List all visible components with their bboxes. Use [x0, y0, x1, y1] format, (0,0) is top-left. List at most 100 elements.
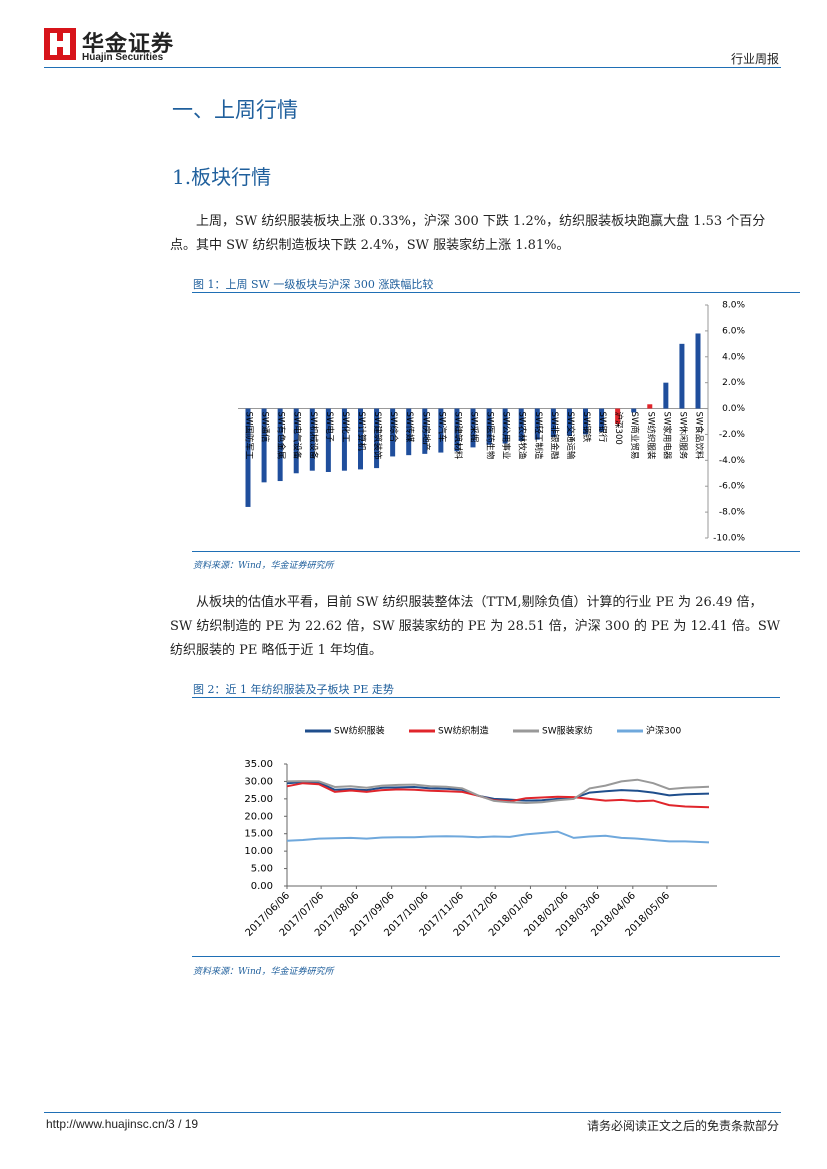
y-tick-label: 0.00 — [251, 881, 273, 892]
bar-chart: 8.0% 6.0% 4.0% 2.0% 0.0% -2.0% -4.0% -6.0% -8.0%… — [238, 301, 746, 544]
x-tick-label: SW建筑材料 — [452, 412, 463, 460]
bar — [406, 408, 412, 456]
y-tick-label: -10.0% — [713, 534, 745, 544]
bar — [599, 408, 605, 432]
bar — [631, 408, 637, 413]
y-tick-label: 15.00 — [244, 829, 273, 840]
bar — [390, 408, 396, 457]
y-tick-label: 35.00 — [244, 759, 273, 770]
bar — [245, 408, 251, 507]
x-tick-label: SW非银金融 — [549, 412, 560, 460]
x-tick-label: SW采掘 — [469, 412, 480, 443]
bar — [454, 408, 460, 452]
report-type: 行业周报 — [730, 52, 779, 66]
x-tick-label: SW交通运输 — [565, 412, 576, 460]
x-tick-label: SW电子 — [324, 412, 335, 443]
x-tick-label: SW商业贸易 — [629, 412, 640, 460]
bar — [341, 408, 347, 471]
y-tick-label: -2.0% — [719, 430, 746, 440]
y-tick-label: 6.0% — [722, 326, 745, 336]
bar — [325, 408, 331, 472]
bar — [309, 408, 315, 471]
x-tick-label: SW轻工制造 — [533, 412, 544, 460]
bar — [647, 404, 653, 409]
bar — [293, 408, 299, 474]
y-tick-label: -6.0% — [719, 482, 746, 492]
y-tick-label: 25.00 — [244, 794, 273, 805]
figure-source: 资料来源：Wind，华金证券研究所 — [193, 561, 334, 571]
line-chart: SW纺织服装 SW纺织制造 SW服装家纺 沪深300 35.00 30.00 25.00 20… — [244, 725, 717, 939]
y-tick-label: -4.0% — [719, 456, 746, 466]
brand-en: Huajin Securities — [82, 52, 164, 63]
y-tick-label: -8.0% — [719, 508, 746, 518]
x-tick-label: SW计算机 — [356, 412, 367, 452]
x-tick-label: SW医药生物 — [485, 412, 496, 460]
section-title: 一、上周行情 — [172, 98, 298, 122]
series-line — [286, 830, 710, 844]
bar — [566, 408, 572, 436]
x-tick-label: SW化工 — [340, 412, 351, 443]
legend-label: SW服装家纺 — [542, 725, 593, 737]
y-tick-label: 4.0% — [722, 352, 745, 362]
y-tick-label: 0.0% — [722, 404, 745, 414]
y-tick-label: 2.0% — [722, 378, 745, 388]
footer-disclaimer: 请务必阅读正文之后的免责条款部分 — [586, 1119, 779, 1133]
bar — [679, 343, 685, 409]
bar — [502, 408, 508, 444]
figure-caption: 图 1：上周 SW 一级板块与沪深 300 涨跌幅比较 — [193, 278, 434, 291]
x-tick-label: SW传媒 — [404, 412, 415, 443]
bar — [277, 408, 283, 482]
bar — [663, 382, 669, 409]
series-line — [286, 778, 710, 805]
bar — [470, 408, 476, 448]
figure-caption: 图 2：近 1 年纺织服装及子板块 PE 走势 — [193, 683, 394, 696]
x-tick-label: SW家用电器 — [661, 412, 672, 460]
x-tick-label: SW房地产 — [420, 412, 431, 451]
bar — [550, 408, 556, 438]
footer-url: http://www.huajinsc.cn/3 / 19 — [46, 1117, 199, 1131]
bar — [374, 408, 380, 469]
subsection-title: 1.板块行情 — [172, 165, 272, 189]
x-tick-label: SW钢铁 — [581, 412, 592, 443]
legend-label: SW纺织服装 — [334, 725, 385, 737]
figure-source: 资料来源：Wind，华金证券研究所 — [193, 967, 334, 977]
x-tick-label: SW通信 — [260, 412, 271, 443]
figure-rule — [192, 292, 800, 293]
bar — [518, 408, 524, 441]
x-tick-label: SW农林牧渔 — [517, 412, 528, 460]
x-tick-label: SW综合 — [388, 412, 399, 443]
bar — [695, 333, 701, 409]
brand: 华金证券 — [82, 32, 175, 57]
bar — [583, 408, 588, 435]
series-line — [286, 781, 710, 802]
y-tick-label: 10.00 — [244, 846, 273, 857]
bar — [486, 408, 492, 445]
legend-label: 沪深300 — [646, 725, 681, 737]
bar — [261, 408, 267, 483]
x-tick-label: SW电气设备 — [292, 412, 303, 460]
x-tick-label: SW休闲服务 — [677, 412, 688, 460]
figure-rule — [192, 956, 780, 957]
y-tick-label: 30.00 — [244, 776, 273, 787]
bar — [438, 408, 444, 453]
x-tick-label: SW建筑装饰 — [372, 412, 383, 460]
x-tick-label: SW汽车 — [436, 412, 447, 443]
logo-icon — [44, 28, 76, 60]
figure-rule — [192, 551, 800, 552]
header-rule — [44, 67, 781, 68]
bar — [358, 408, 363, 470]
x-tick-label: SW国防军工 — [244, 412, 255, 460]
bar — [534, 408, 540, 440]
x-tick-label: SW银行 — [597, 412, 608, 443]
x-tick-label: SW公用事业 — [501, 412, 512, 460]
legend-label: SW纺织制造 — [438, 725, 489, 737]
x-tick-label: SW纺织服装 — [645, 412, 656, 460]
x-tick-label: SW机械设备 — [308, 412, 319, 460]
y-tick-label: 5.00 — [251, 864, 273, 875]
bar — [422, 408, 428, 454]
x-tick-label: SW有色金属 — [276, 412, 287, 460]
x-tick-label: 沪深300 — [613, 412, 624, 445]
x-tick-label: SW食品饮料 — [694, 412, 705, 460]
paragraph: 上周，SW 纺织服装板块上涨 0.33%，沪深 300 下跌 1.2%，纺织服装… — [170, 214, 766, 253]
